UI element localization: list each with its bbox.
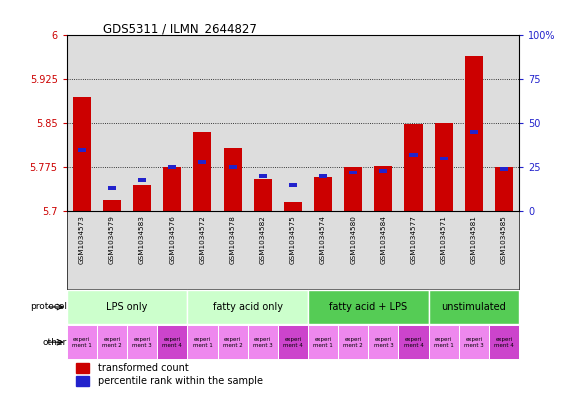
Text: percentile rank within the sample: percentile rank within the sample <box>99 376 263 386</box>
Text: other: other <box>42 338 67 347</box>
Bar <box>76 363 89 373</box>
Text: GSM1034585: GSM1034585 <box>501 215 507 264</box>
Bar <box>133 185 151 211</box>
Text: experi
ment 2: experi ment 2 <box>343 337 363 347</box>
Bar <box>289 183 297 187</box>
Bar <box>157 325 187 359</box>
Text: fatty acid + LPS: fatty acid + LPS <box>329 302 407 312</box>
Bar <box>398 325 429 359</box>
Bar <box>108 186 116 190</box>
Bar <box>259 174 267 178</box>
Text: GSM1034584: GSM1034584 <box>380 215 386 264</box>
Bar <box>198 160 206 164</box>
Text: LPS only: LPS only <box>106 302 148 312</box>
Text: GSM1034575: GSM1034575 <box>290 215 296 264</box>
Text: GSM1034579: GSM1034579 <box>109 215 115 264</box>
Text: experi
ment 3: experi ment 3 <box>374 337 393 347</box>
Bar <box>470 130 478 134</box>
Bar <box>349 171 357 174</box>
Text: experi
ment 1: experi ment 1 <box>313 337 333 347</box>
Text: GSM1034573: GSM1034573 <box>79 215 85 264</box>
Bar <box>278 325 308 359</box>
Text: GSM1034581: GSM1034581 <box>471 215 477 264</box>
Text: experi
ment 3: experi ment 3 <box>253 337 273 347</box>
Text: GSM1034574: GSM1034574 <box>320 215 326 264</box>
Bar <box>138 178 146 182</box>
Bar <box>229 165 237 169</box>
Bar <box>409 153 418 157</box>
Bar <box>163 167 182 211</box>
Bar <box>440 156 448 160</box>
Bar <box>368 325 398 359</box>
Bar <box>218 325 248 359</box>
Text: GSM1034582: GSM1034582 <box>260 215 266 264</box>
Text: experi
ment 4: experi ment 4 <box>494 337 514 347</box>
Text: transformed count: transformed count <box>99 363 189 373</box>
Bar <box>76 376 89 386</box>
Bar <box>344 167 362 211</box>
Bar <box>223 148 242 211</box>
Bar <box>253 179 272 211</box>
Text: experi
ment 2: experi ment 2 <box>223 337 242 347</box>
Bar <box>187 290 308 324</box>
Text: GSM1034578: GSM1034578 <box>230 215 235 264</box>
Bar <box>284 202 302 211</box>
Bar <box>193 132 212 211</box>
Bar <box>429 290 519 324</box>
Bar <box>465 56 483 211</box>
Text: GSM1034583: GSM1034583 <box>139 215 145 264</box>
Bar <box>319 174 327 178</box>
Text: GSM1034572: GSM1034572 <box>200 215 205 264</box>
Bar <box>379 169 387 173</box>
Text: GSM1034571: GSM1034571 <box>441 215 447 264</box>
Bar <box>168 165 176 169</box>
Text: experi
ment 1: experi ment 1 <box>72 337 92 347</box>
Bar <box>97 325 127 359</box>
Bar <box>489 325 519 359</box>
Bar <box>127 325 157 359</box>
Bar <box>67 290 187 324</box>
Text: experi
ment 2: experi ment 2 <box>102 337 122 347</box>
Bar <box>459 325 489 359</box>
Text: protocol: protocol <box>30 303 67 312</box>
Bar <box>374 165 393 211</box>
Text: GSM1034580: GSM1034580 <box>350 215 356 264</box>
Bar <box>404 125 423 211</box>
Text: GSM1034576: GSM1034576 <box>169 215 175 264</box>
Bar <box>495 167 513 211</box>
Text: experi
ment 3: experi ment 3 <box>132 337 152 347</box>
Bar <box>434 123 453 211</box>
Text: experi
ment 3: experi ment 3 <box>464 337 484 347</box>
Bar <box>308 325 338 359</box>
Text: fatty acid only: fatty acid only <box>213 302 282 312</box>
Bar <box>248 325 278 359</box>
Bar <box>308 290 429 324</box>
Bar <box>429 325 459 359</box>
Bar <box>314 177 332 211</box>
Text: experi
ment 4: experi ment 4 <box>162 337 182 347</box>
Bar <box>103 200 121 211</box>
Text: experi
ment 1: experi ment 1 <box>434 337 454 347</box>
Bar <box>67 325 97 359</box>
Bar <box>187 325 218 359</box>
Text: GDS5311 / ILMN_2644827: GDS5311 / ILMN_2644827 <box>103 22 257 35</box>
Bar <box>500 167 508 171</box>
Bar <box>338 325 368 359</box>
Text: unstimulated: unstimulated <box>441 302 506 312</box>
Text: experi
ment 1: experi ment 1 <box>193 337 212 347</box>
Bar <box>72 97 91 211</box>
Bar <box>78 148 86 152</box>
Text: experi
ment 4: experi ment 4 <box>404 337 423 347</box>
Text: GSM1034577: GSM1034577 <box>411 215 416 264</box>
Text: experi
ment 4: experi ment 4 <box>283 337 303 347</box>
